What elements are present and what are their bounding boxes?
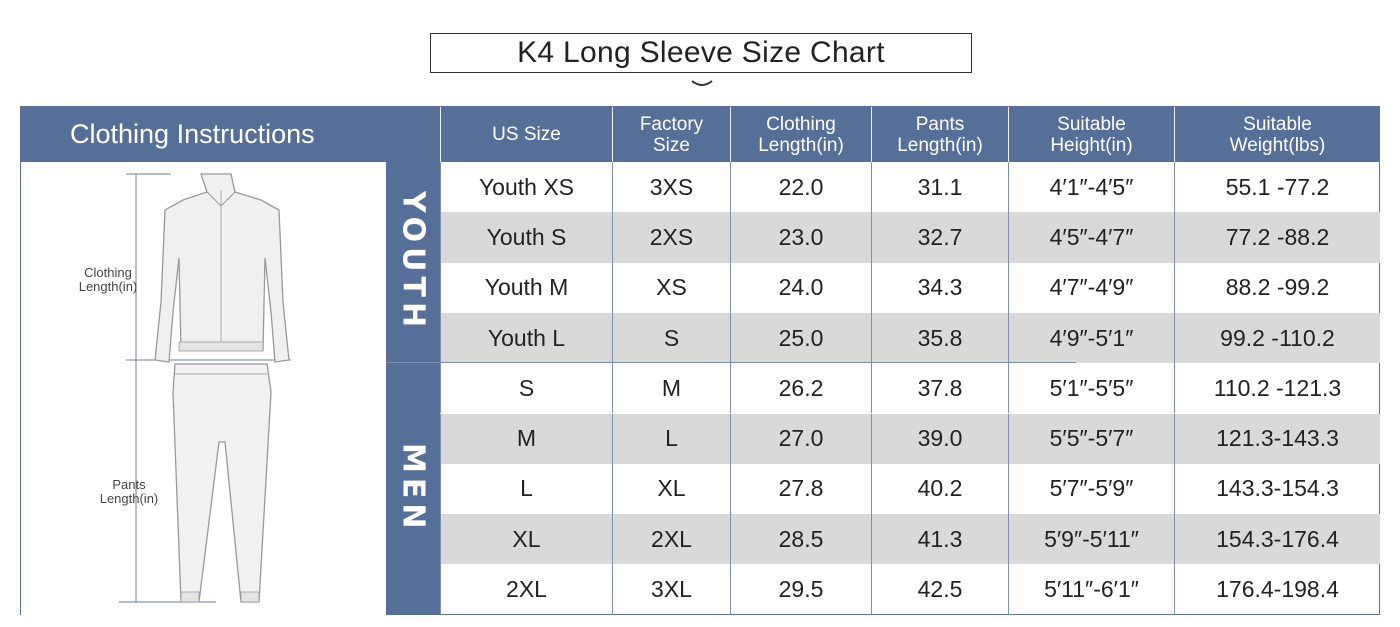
cell-pants-length: 32.7 <box>871 212 1008 263</box>
cell-height: 5′1″-5′5″ <box>1008 363 1174 414</box>
header-factory-size: Factory Size <box>612 107 730 162</box>
table-row: Youth XS 3XS 22.0 31.1 4′1″-4′5″ 55.1 -7… <box>440 162 1380 213</box>
cell-us-size: XL <box>440 514 612 565</box>
clothing-instructions-heading: Clothing Instructions <box>70 119 315 149</box>
cell-weight: 55.1 -77.2 <box>1174 162 1380 213</box>
cell-pants-length: 37.8 <box>871 363 1008 414</box>
cell-height: 4′7″-4′9″ <box>1008 262 1174 313</box>
group-youth-label: YOUTH <box>395 191 431 333</box>
table-header: Clothing Instructions US Size Factory Siz… <box>21 107 1379 162</box>
cell-weight: 77.2 -88.2 <box>1174 212 1380 263</box>
table-row: 2XL 3XL 29.5 42.5 5′11″-6′1″ 176.4-198.4 <box>440 564 1380 615</box>
cell-weight: 110.2 -121.3 <box>1174 363 1380 414</box>
cell-clothing-length: 25.0 <box>730 312 871 364</box>
cell-clothing-length: 27.8 <box>730 463 871 515</box>
cell-factory-size: S <box>612 312 730 364</box>
cell-factory-size: XS <box>612 262 730 313</box>
tracksuit-illustration: Clothing Length(in) Pants Length(in) <box>21 162 386 615</box>
cell-us-size: M <box>440 413 612 464</box>
cell-factory-size: 3XL <box>612 564 730 615</box>
cell-height: 5′7″-5′9″ <box>1008 463 1174 515</box>
cell-factory-size: 2XL <box>612 514 730 565</box>
cell-weight: 176.4-198.4 <box>1174 564 1380 615</box>
cell-height: 4′9″-5′1″ <box>1008 312 1174 364</box>
cell-pants-length: 40.2 <box>871 463 1008 515</box>
cell-factory-size: M <box>612 363 730 414</box>
cell-height: 5′5″-5′7″ <box>1008 413 1174 464</box>
cell-clothing-length: 22.0 <box>730 162 871 213</box>
cell-factory-size: XL <box>612 463 730 515</box>
cell-weight: 154.3-176.4 <box>1174 514 1380 565</box>
cell-factory-size: 3XS <box>612 162 730 213</box>
cell-pants-length: 42.5 <box>871 564 1008 615</box>
cell-pants-length: 34.3 <box>871 262 1008 313</box>
cell-weight: 99.2 -110.2 <box>1174 312 1380 364</box>
chart-title: K4 Long Sleeve Size Chart <box>430 33 972 73</box>
cell-us-size: Youth M <box>440 262 612 313</box>
cell-clothing-length: 23.0 <box>730 212 871 263</box>
header-suitable-height: Suitable Height(in) <box>1008 107 1174 162</box>
table-row: Youth S 2XS 23.0 32.7 4′5″-4′7″ 77.2 -88… <box>440 212 1380 263</box>
clothing-length-label: Clothing Length(in) <box>78 265 138 294</box>
table-row: M L 27.0 39.0 5′5″-5′7″ 121.3-143.3 <box>440 413 1380 464</box>
cell-clothing-length: 28.5 <box>730 514 871 565</box>
group-divider <box>386 362 1076 363</box>
cell-pants-length: 31.1 <box>871 162 1008 213</box>
cell-us-size: Youth S <box>440 212 612 263</box>
tracksuit-drawing <box>119 173 291 603</box>
cell-clothing-length: 26.2 <box>730 363 871 414</box>
size-chart-table: Clothing Instructions US Size Factory Siz… <box>20 106 1380 615</box>
cell-height: 4′1″-4′5″ <box>1008 162 1174 213</box>
table-row: L XL 27.8 40.2 5′7″-5′9″ 143.3-154.3 <box>440 463 1380 515</box>
table-row: Youth M XS 24.0 34.3 4′7″-4′9″ 88.2 -99.… <box>440 262 1380 313</box>
cell-clothing-length: 27.0 <box>730 413 871 464</box>
cell-us-size: 2XL <box>440 564 612 615</box>
cell-height: 5′11″-6′1″ <box>1008 564 1174 615</box>
header-clothing-length: Clothing Length(in) <box>730 107 871 162</box>
cell-clothing-length: 29.5 <box>730 564 871 615</box>
header-us-size: US Size <box>440 107 612 162</box>
cell-weight: 88.2 -99.2 <box>1174 262 1380 313</box>
group-men: MEN <box>386 362 440 615</box>
cell-pants-length: 39.0 <box>871 413 1008 464</box>
group-men-label: MEN <box>395 443 431 534</box>
cell-weight: 121.3-143.3 <box>1174 413 1380 464</box>
header-pants-length: Pants Length(in) <box>871 107 1008 162</box>
cell-weight: 143.3-154.3 <box>1174 463 1380 515</box>
cell-us-size: Youth XS <box>440 162 612 213</box>
cell-factory-size: L <box>612 413 730 464</box>
header-suitable-weight: Suitable Weight(lbs) <box>1174 107 1380 162</box>
cell-factory-size: 2XS <box>612 212 730 263</box>
cell-us-size: Youth L <box>440 312 612 364</box>
table-row: Youth L S 25.0 35.8 4′9″-5′1″ 99.2 -110.… <box>440 312 1380 364</box>
table-row: XL 2XL 28.5 41.3 5′9″-5′11″ 154.3-176.4 <box>440 514 1380 565</box>
cell-clothing-length: 24.0 <box>730 262 871 313</box>
table-row: S M 26.2 37.8 5′1″-5′5″ 110.2 -121.3 <box>440 363 1380 414</box>
cell-pants-length: 41.3 <box>871 514 1008 565</box>
cell-pants-length: 35.8 <box>871 312 1008 364</box>
cell-us-size: L <box>440 463 612 515</box>
cell-us-size: S <box>440 363 612 414</box>
pants-length-label: Pants Length(in) <box>99 477 159 506</box>
chevron-down-icon <box>691 80 713 86</box>
cell-height: 5′9″-5′11″ <box>1008 514 1174 565</box>
group-youth: YOUTH <box>386 162 440 362</box>
cell-height: 4′5″-4′7″ <box>1008 212 1174 263</box>
